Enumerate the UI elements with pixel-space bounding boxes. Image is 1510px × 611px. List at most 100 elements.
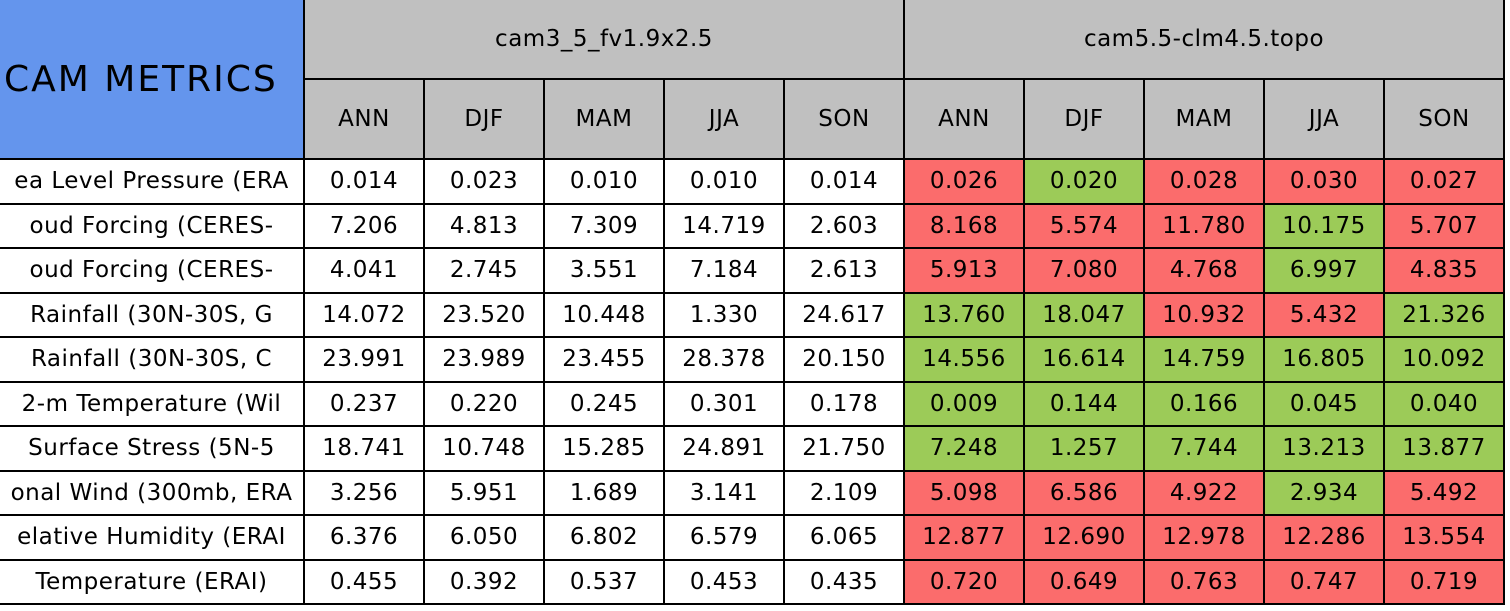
title-cell: CAM METRICS: [0, 0, 305, 160]
value-cell: 7.206: [305, 204, 425, 249]
value-cell: 13.760: [905, 293, 1025, 338]
value-cell: 12.978: [1145, 516, 1265, 561]
value-cell: 5.432: [1265, 293, 1385, 338]
value-cell: 0.435: [785, 560, 905, 605]
value-cell: 18.741: [305, 427, 425, 472]
value-cell: 2.613: [785, 249, 905, 294]
value-cell: 16.614: [1025, 338, 1145, 383]
value-cell: 14.072: [305, 293, 425, 338]
value-cell: 14.759: [1145, 338, 1265, 383]
value-cell: 23.520: [425, 293, 545, 338]
column-header: MAM: [1145, 80, 1265, 160]
value-cell: 13.554: [1385, 516, 1505, 561]
value-cell: 0.144: [1025, 382, 1145, 427]
value-cell: 0.010: [665, 160, 785, 205]
value-cell: 7.080: [1025, 249, 1145, 294]
value-cell: 24.891: [665, 427, 785, 472]
value-cell: 7.184: [665, 249, 785, 294]
row-label: ea Level Pressure (ERA: [0, 160, 305, 205]
column-header: JJA: [665, 80, 785, 160]
row-label: 2-m Temperature (Wil: [0, 382, 305, 427]
value-cell: 8.168: [905, 204, 1025, 249]
value-cell: 6.050: [425, 516, 545, 561]
value-cell: 12.286: [1265, 516, 1385, 561]
column-header: ANN: [305, 80, 425, 160]
value-cell: 4.835: [1385, 249, 1505, 294]
value-cell: 0.014: [305, 160, 425, 205]
value-cell: 4.922: [1145, 471, 1265, 516]
value-cell: 6.065: [785, 516, 905, 561]
value-cell: 6.997: [1265, 249, 1385, 294]
column-header: ANN: [905, 80, 1025, 160]
value-cell: 0.719: [1385, 560, 1505, 605]
row-label: Surface Stress (5N-5: [0, 427, 305, 472]
row-label: Rainfall (30N-30S, G: [0, 293, 305, 338]
value-cell: 0.392: [425, 560, 545, 605]
value-cell: 10.092: [1385, 338, 1505, 383]
column-header: SON: [1385, 80, 1505, 160]
row-label: onal Wind (300mb, ERA: [0, 471, 305, 516]
value-cell: 10.175: [1265, 204, 1385, 249]
value-cell: 13.877: [1385, 427, 1505, 472]
value-cell: 15.285: [545, 427, 665, 472]
group-header: cam3_5_fv1.9x2.5: [305, 0, 905, 80]
value-cell: 0.220: [425, 382, 545, 427]
value-cell: 0.166: [1145, 382, 1265, 427]
value-cell: 5.951: [425, 471, 545, 516]
value-cell: 6.802: [545, 516, 665, 561]
value-cell: 3.256: [305, 471, 425, 516]
value-cell: 4.041: [305, 249, 425, 294]
value-cell: 18.047: [1025, 293, 1145, 338]
value-cell: 1.330: [665, 293, 785, 338]
value-cell: 20.150: [785, 338, 905, 383]
value-cell: 6.376: [305, 516, 425, 561]
value-cell: 14.719: [665, 204, 785, 249]
value-cell: 0.040: [1385, 382, 1505, 427]
value-cell: 23.991: [305, 338, 425, 383]
value-cell: 5.098: [905, 471, 1025, 516]
value-cell: 6.586: [1025, 471, 1145, 516]
value-cell: 0.453: [665, 560, 785, 605]
value-cell: 13.213: [1265, 427, 1385, 472]
value-cell: 2.109: [785, 471, 905, 516]
value-cell: 7.248: [905, 427, 1025, 472]
value-cell: 21.750: [785, 427, 905, 472]
value-cell: 7.309: [545, 204, 665, 249]
value-cell: 12.877: [905, 516, 1025, 561]
value-cell: 3.141: [665, 471, 785, 516]
column-header: JJA: [1265, 80, 1385, 160]
value-cell: 0.014: [785, 160, 905, 205]
value-cell: 2.603: [785, 204, 905, 249]
value-cell: 2.934: [1265, 471, 1385, 516]
value-cell: 28.378: [665, 338, 785, 383]
value-cell: 12.690: [1025, 516, 1145, 561]
value-cell: 0.023: [425, 160, 545, 205]
value-cell: 21.326: [1385, 293, 1505, 338]
value-cell: 23.989: [425, 338, 545, 383]
value-cell: 0.763: [1145, 560, 1265, 605]
group-header: cam5.5-clm4.5.topo: [905, 0, 1505, 80]
value-cell: 1.257: [1025, 427, 1145, 472]
value-cell: 6.579: [665, 516, 785, 561]
value-cell: 14.556: [905, 338, 1025, 383]
value-cell: 0.237: [305, 382, 425, 427]
value-cell: 10.748: [425, 427, 545, 472]
value-cell: 4.768: [1145, 249, 1265, 294]
column-header: SON: [785, 80, 905, 160]
value-cell: 10.932: [1145, 293, 1265, 338]
value-cell: 10.448: [545, 293, 665, 338]
value-cell: 16.805: [1265, 338, 1385, 383]
value-cell: 11.780: [1145, 204, 1265, 249]
value-cell: 0.026: [905, 160, 1025, 205]
value-cell: 0.020: [1025, 160, 1145, 205]
value-cell: 0.455: [305, 560, 425, 605]
value-cell: 4.813: [425, 204, 545, 249]
value-cell: 0.537: [545, 560, 665, 605]
value-cell: 5.574: [1025, 204, 1145, 249]
value-cell: 5.707: [1385, 204, 1505, 249]
value-cell: 0.045: [1265, 382, 1385, 427]
value-cell: 1.689: [545, 471, 665, 516]
value-cell: 0.301: [665, 382, 785, 427]
value-cell: 0.747: [1265, 560, 1385, 605]
